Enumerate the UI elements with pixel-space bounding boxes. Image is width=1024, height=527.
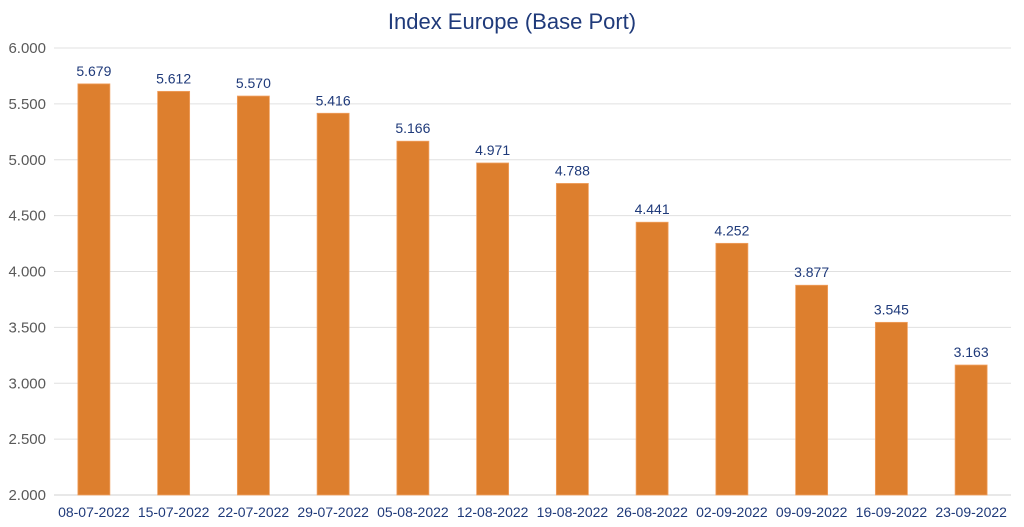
bar xyxy=(157,90,191,496)
bar xyxy=(954,364,988,496)
x-tick-label: 08-07-2022 xyxy=(58,504,130,520)
bar xyxy=(874,321,908,496)
bar xyxy=(715,242,749,496)
data-label: 5.570 xyxy=(236,75,271,91)
chart-title: Index Europe (Base Port) xyxy=(388,9,636,34)
bar xyxy=(316,112,350,496)
y-tick-label: 3.500 xyxy=(8,319,46,336)
bar xyxy=(476,162,510,496)
bar xyxy=(396,140,430,496)
y-tick-label: 6.000 xyxy=(8,40,46,57)
x-tick-label: 15-07-2022 xyxy=(138,504,210,520)
x-tick-label: 19-08-2022 xyxy=(537,504,609,520)
x-tick-label: 02-09-2022 xyxy=(696,504,768,520)
y-tick-label: 2.500 xyxy=(8,431,46,448)
data-label: 4.788 xyxy=(555,162,590,178)
bar xyxy=(236,95,270,496)
y-tick-label: 4.500 xyxy=(8,208,46,225)
x-tick-label: 29-07-2022 xyxy=(297,504,369,520)
x-tick-label: 12-08-2022 xyxy=(457,504,529,520)
y-tick-label: 5.000 xyxy=(8,152,46,169)
x-axis: 08-07-2022 15-07-2022 22-07-2022 29-07-2022… xyxy=(58,504,1007,520)
data-label: 4.441 xyxy=(635,201,670,217)
x-tick-label: 16-09-2022 xyxy=(856,504,928,520)
data-label: 5.166 xyxy=(395,120,430,136)
y-tick-label: 5.500 xyxy=(8,96,46,113)
x-tick-label: 09-09-2022 xyxy=(776,504,848,520)
bar xyxy=(795,284,829,496)
bar xyxy=(635,221,669,496)
bar xyxy=(555,183,589,496)
x-tick-label: 23-09-2022 xyxy=(935,504,1007,520)
y-tick-label: 2.000 xyxy=(8,487,46,504)
x-tick-label: 05-08-2022 xyxy=(377,504,449,520)
y-tick-label: 4.000 xyxy=(8,264,46,281)
gridlines xyxy=(54,47,1011,496)
data-label: 3.877 xyxy=(794,264,829,280)
data-label: 3.163 xyxy=(954,344,989,360)
data-label: 4.252 xyxy=(714,222,749,238)
data-label: 3.545 xyxy=(874,301,909,317)
x-tick-label: 22-07-2022 xyxy=(218,504,290,520)
bars: 5.679 5.612 5.570 5.416 5.166 4.971 4.788 4.441… xyxy=(76,63,989,496)
data-label: 5.612 xyxy=(156,70,191,86)
data-label: 5.416 xyxy=(316,92,351,108)
data-label: 5.679 xyxy=(76,63,111,79)
bar xyxy=(77,83,111,496)
y-tick-label: 3.000 xyxy=(8,375,46,392)
y-axis: 2.000 2.500 3.000 3.500 4.000 4.500 5.000 5.500… xyxy=(8,40,46,504)
data-label: 4.971 xyxy=(475,142,510,158)
x-tick-label: 26-08-2022 xyxy=(616,504,688,520)
